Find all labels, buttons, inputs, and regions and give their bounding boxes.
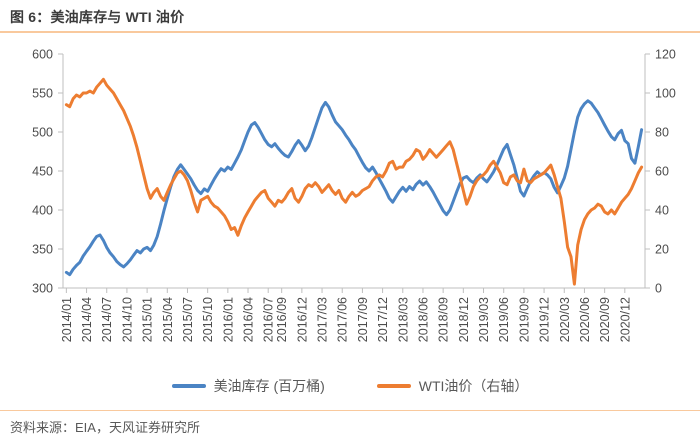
y-tick-label: 120: [655, 48, 676, 62]
series-inventory-line: [64, 99, 644, 277]
y-tick-label: 600: [32, 48, 53, 62]
x-tick-label: 2016/07: [262, 297, 276, 342]
legend-label-wti: WTI油价（右轴）: [418, 378, 529, 394]
legend-item-wti: WTI油价（右轴）: [376, 376, 529, 396]
x-tick-label: 2020/06: [578, 297, 592, 342]
x-tick-label: 2015/01: [141, 297, 155, 342]
legend-line-inventory: [171, 384, 206, 388]
x-tick-label: 2019/03: [477, 297, 491, 342]
x-tick-label: 2019/06: [497, 297, 511, 342]
series-path: [64, 99, 644, 277]
title-divider: [0, 31, 700, 33]
y-tick-label: 80: [655, 126, 669, 140]
series-wti-line: [64, 77, 644, 286]
y-tick-label: 20: [655, 243, 669, 257]
x-tick-label: 2015/07: [181, 297, 195, 342]
legend-line-wti: [376, 384, 411, 388]
x-tick-label: 2017/03: [316, 297, 330, 342]
chart-legend: 美油库存 (百万桶) WTI油价（右轴）: [0, 376, 700, 396]
x-tick-label: 2018/09: [437, 297, 451, 342]
x-tick-label: 2016/04: [242, 297, 256, 342]
series-path: [64, 77, 644, 286]
source-note: 资料来源：EIA，天风证券研究所: [10, 420, 200, 435]
y-axis-left: 600 550 500 450 400 350 300: [32, 48, 63, 296]
y-tick-label: 0: [655, 282, 662, 296]
x-axis: 2014/01 2014/04 2014/07 2014/10 2015/01 2015/…: [60, 288, 632, 342]
x-tick-label: 2016/12: [295, 297, 309, 342]
y-tick-label: 300: [32, 282, 53, 296]
x-tick-label: 2014/10: [120, 297, 134, 342]
y-tick-label: 550: [32, 87, 53, 101]
y-tick-label: 450: [32, 165, 53, 179]
x-tick-label: 2020/03: [558, 297, 572, 342]
footer-divider: [0, 410, 700, 411]
y-tick-label: 400: [32, 204, 53, 218]
x-tick-label: 2019/09: [517, 297, 531, 342]
x-tick-label: 2018/03: [396, 297, 410, 342]
x-tick-label: 2014/01: [60, 297, 74, 342]
x-tick-label: 2015/04: [161, 297, 175, 342]
x-tick-label: 2018/06: [416, 297, 430, 342]
x-tick-label: 2017/09: [356, 297, 370, 342]
x-tick-label: 2018/12: [457, 297, 471, 342]
x-tick-label: 2014/04: [80, 297, 94, 342]
y-tick-label: 60: [655, 165, 669, 179]
legend-item-inventory: 美油库存 (百万桶): [171, 376, 325, 396]
x-tick-label: 2016/09: [275, 297, 289, 342]
x-tick-label: 2014/07: [100, 297, 114, 342]
y-tick-label: 100: [655, 87, 676, 101]
x-tick-label: 2017/12: [376, 297, 390, 342]
y-tick-label: 350: [32, 243, 53, 257]
y-axis-right: 120 100 80 60 40 20 0: [645, 48, 676, 296]
figure-title: 图 6：美油库存与 WTI 油价: [10, 9, 185, 25]
y-tick-label: 500: [32, 126, 53, 140]
y-tick-label: 40: [655, 204, 669, 218]
x-tick-label: 2019/12: [538, 297, 552, 342]
axes: [62, 54, 646, 289]
x-tick-label: 2017/06: [336, 297, 350, 342]
legend-label-inventory: 美油库存 (百万桶): [213, 378, 325, 394]
x-tick-label: 2020/09: [598, 297, 612, 342]
x-tick-label: 2016/01: [221, 297, 235, 342]
x-tick-label: 2020/12: [618, 297, 632, 342]
x-tick-label: 2015/10: [201, 297, 215, 342]
